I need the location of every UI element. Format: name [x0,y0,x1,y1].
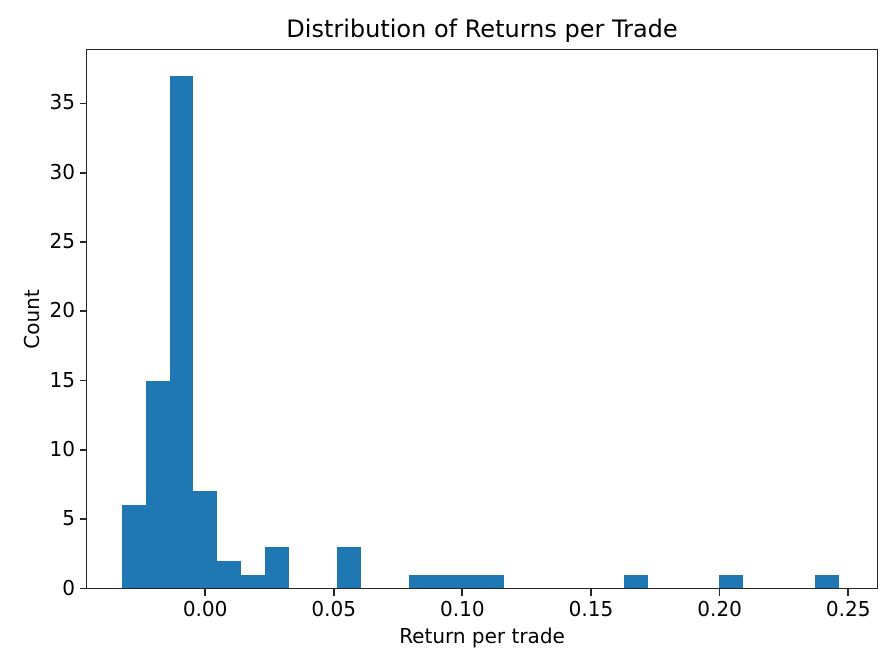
chart-title: Distribution of Returns per Trade [286,15,678,43]
histogram-bar [336,546,361,589]
y-tick-mark [79,379,87,382]
x-tick-mark [204,589,206,596]
x-axis-label: Return per trade [399,624,565,648]
y-tick-mark [79,587,87,590]
x-tick-label: 0.20 [697,596,742,621]
y-tick-label: 30 [49,159,75,184]
y-tick-label: 35 [49,90,75,115]
y-tick-label: 20 [49,298,75,323]
y-tick-mark [79,171,87,174]
x-tick-mark [332,589,335,596]
histogram-bar [432,574,457,589]
x-tick-mark [461,589,464,596]
x-tick-label: 0.05 [311,596,356,621]
histogram-bar [121,505,146,589]
x-tick-label: 0.00 [182,596,228,621]
histogram-bar [719,574,744,589]
x-tick-label: 0.25 [825,596,871,621]
histogram-bar [145,380,170,589]
y-tick-label: 10 [49,436,75,461]
x-tick-mark [847,589,850,596]
histogram-bar [241,574,266,589]
x-tick-mark [718,589,721,596]
histogram-bar [815,574,839,589]
histogram-bar [193,491,218,589]
x-tick-mark [590,589,592,596]
y-tick-label: 15 [49,367,75,392]
y-tick-mark [79,241,87,243]
plot-area-border [86,49,878,590]
histogram-bar [408,574,433,589]
y-tick-label: 0 [62,575,75,600]
y-tick-mark [79,518,87,521]
y-tick-mark [79,310,87,313]
y-tick-mark [79,449,87,451]
y-tick-mark [79,102,87,105]
histogram-bar [623,574,648,589]
histogram-bar [217,560,242,589]
y-tick-label: 5 [62,506,75,531]
histogram-bar [456,574,481,589]
y-tick-label: 25 [49,228,75,253]
x-tick-label: 0.15 [568,596,614,621]
x-tick-label: 0.10 [440,596,485,621]
histogram-bar [169,75,194,589]
histogram-bar [265,546,290,589]
histogram-bar [480,574,505,589]
